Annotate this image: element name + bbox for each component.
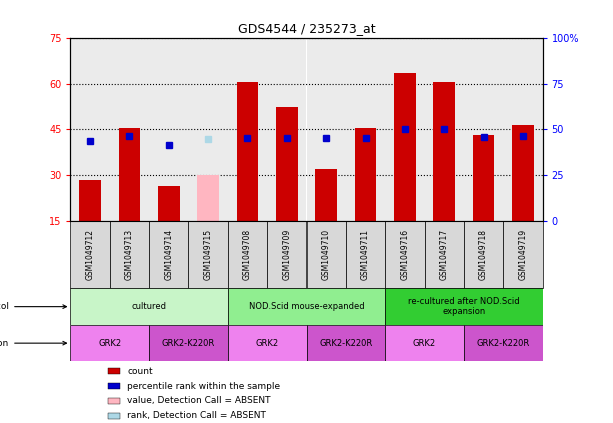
Bar: [110, 221, 149, 288]
Text: GSM1049713: GSM1049713: [125, 229, 134, 280]
Bar: [110, 38, 149, 221]
Text: GRK2: GRK2: [256, 339, 279, 348]
Bar: [119, 128, 140, 221]
Bar: [228, 325, 306, 361]
Bar: [158, 186, 180, 221]
Text: GSM1049714: GSM1049714: [164, 229, 173, 280]
Text: GSM1049717: GSM1049717: [440, 229, 449, 280]
Bar: [473, 135, 494, 221]
Text: GRK2-K220R: GRK2-K220R: [162, 339, 215, 348]
Text: GRK2: GRK2: [413, 339, 436, 348]
Bar: [149, 221, 189, 288]
Text: GSM1049711: GSM1049711: [361, 229, 370, 280]
Bar: [306, 221, 346, 288]
Bar: [70, 221, 110, 288]
Text: GSM1049712: GSM1049712: [86, 229, 94, 280]
Bar: [149, 38, 189, 221]
Bar: [385, 38, 424, 221]
Text: protocol: protocol: [0, 302, 66, 311]
Text: rank, Detection Call = ABSENT: rank, Detection Call = ABSENT: [127, 412, 266, 420]
Bar: [464, 325, 543, 361]
Bar: [385, 288, 543, 325]
Bar: [306, 38, 346, 221]
Bar: [503, 38, 543, 221]
Bar: [267, 221, 306, 288]
Bar: [394, 73, 416, 221]
Bar: [433, 82, 455, 221]
Bar: [228, 288, 385, 325]
Bar: [70, 325, 149, 361]
Bar: [79, 179, 101, 221]
Text: genotype/variation: genotype/variation: [0, 339, 66, 348]
Title: GDS4544 / 235273_at: GDS4544 / 235273_at: [238, 22, 375, 36]
Bar: [109, 383, 120, 389]
Text: GSM1049716: GSM1049716: [400, 229, 409, 280]
Bar: [276, 107, 298, 221]
Bar: [315, 169, 337, 221]
Text: GSM1049710: GSM1049710: [322, 229, 330, 280]
Bar: [228, 38, 267, 221]
Text: GRK2: GRK2: [98, 339, 121, 348]
Bar: [197, 175, 219, 221]
Text: re-cultured after NOD.Scid
expansion: re-cultured after NOD.Scid expansion: [408, 297, 520, 316]
Bar: [70, 288, 228, 325]
Text: percentile rank within the sample: percentile rank within the sample: [127, 382, 280, 390]
Bar: [267, 38, 306, 221]
Bar: [346, 38, 385, 221]
Text: GRK2-K220R: GRK2-K220R: [476, 339, 530, 348]
Bar: [512, 125, 534, 221]
Bar: [464, 38, 503, 221]
Bar: [346, 221, 385, 288]
Text: GRK2-K220R: GRK2-K220R: [319, 339, 373, 348]
Bar: [424, 221, 464, 288]
Text: NOD.Scid mouse-expanded: NOD.Scid mouse-expanded: [249, 302, 364, 311]
Text: GSM1049708: GSM1049708: [243, 229, 252, 280]
Bar: [355, 128, 376, 221]
Bar: [464, 221, 503, 288]
Bar: [149, 325, 228, 361]
Bar: [424, 38, 464, 221]
Bar: [109, 368, 120, 374]
Text: GSM1049709: GSM1049709: [283, 229, 291, 280]
Bar: [385, 221, 424, 288]
Bar: [228, 221, 267, 288]
Bar: [189, 221, 228, 288]
Text: value, Detection Call = ABSENT: value, Detection Call = ABSENT: [127, 396, 270, 406]
Text: GSM1049718: GSM1049718: [479, 229, 488, 280]
Bar: [503, 221, 543, 288]
Text: GSM1049715: GSM1049715: [204, 229, 213, 280]
Bar: [385, 325, 464, 361]
Bar: [189, 38, 228, 221]
Bar: [237, 82, 258, 221]
Bar: [306, 325, 385, 361]
Bar: [70, 38, 110, 221]
Text: GSM1049719: GSM1049719: [519, 229, 527, 280]
Bar: [109, 398, 120, 404]
Text: cultured: cultured: [132, 302, 167, 311]
Bar: [109, 413, 120, 419]
Text: count: count: [127, 367, 153, 376]
